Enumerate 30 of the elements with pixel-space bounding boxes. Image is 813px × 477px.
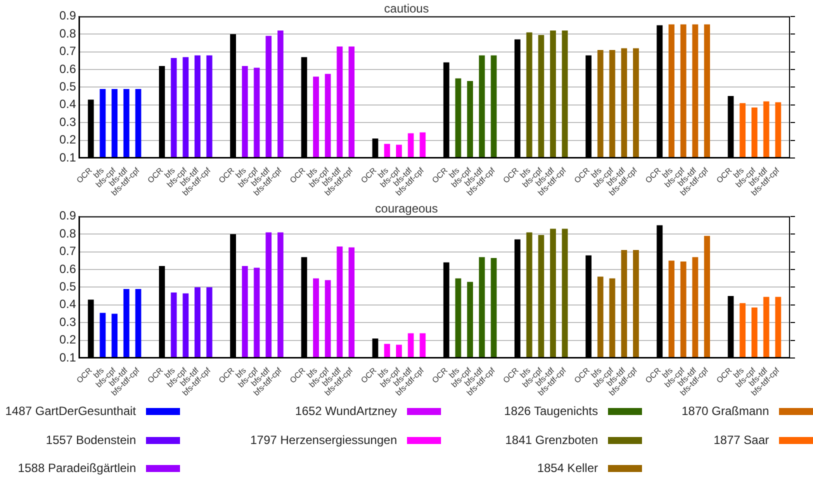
legend-label: 1588 Paradeißgärtlein [18,461,136,475]
y-tick-label: 0.1 [59,350,76,364]
y-tick-label: 0.2 [59,132,76,147]
chart-title: courageous [375,202,438,216]
y-tick-label: 0.1 [59,150,76,164]
y-tick-label: 0.2 [59,332,76,347]
y-tick-label: 0.4 [59,97,76,112]
y-tick-label: 0.7 [59,44,76,58]
y-tick-label: 0.3 [59,314,76,329]
legend-label: 1557 Bodenstein [46,433,136,447]
y-tick-label: 0.6 [59,262,76,276]
legend-label: 1652 WundArtzney [295,404,397,418]
chart-title: cautious [384,2,429,16]
y-tick-label: 0.8 [59,26,76,40]
legend-label: 1877 Saar [714,433,769,447]
y-tick-label: 0.9 [59,208,76,223]
legend-label: 1841 Grenzboten [505,433,598,447]
legend-label: 1826 Taugenichts [504,404,598,418]
legend-label: 1797 Herzensergiessungen [250,433,397,447]
legend-label: 1854 Keller [537,461,598,475]
y-tick-label: 0.9 [59,8,76,23]
legend-label: 1870 Graßmann [682,404,769,418]
legend-label: 1487 GartDerGesunthait [5,404,136,418]
y-tick-label: 0.5 [59,280,76,294]
y-tick-label: 0.4 [59,297,76,312]
y-tick-label: 0.5 [59,80,76,94]
y-tick-label: 0.6 [59,62,76,76]
y-tick-label: 0.7 [59,244,76,258]
y-tick-label: 0.8 [59,226,76,240]
y-tick-label: 0.3 [59,114,76,129]
